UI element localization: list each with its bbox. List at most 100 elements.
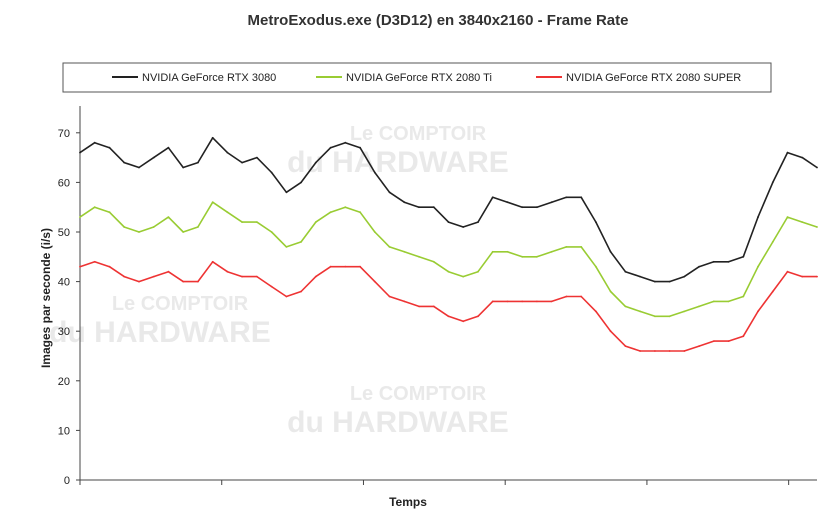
series-2-point [388,246,391,248]
series-1-point [418,206,420,209]
series-1-point [344,141,347,144]
series-3-point [712,340,715,342]
series-2-point [595,265,597,268]
series-2-point [314,221,317,224]
series-3-point [639,350,641,352]
series-1-point [668,280,671,283]
series-2-point [639,310,641,313]
series-3-point [491,300,494,303]
series-2-point [712,300,715,303]
series-3-point [506,300,509,303]
series-1-point [624,270,627,273]
series-2-point [344,206,347,209]
series-3-point [359,265,361,268]
watermark-line-1: Le COMPTOIR [350,123,487,145]
series-3-point [197,280,199,283]
series-2-point [654,315,656,318]
y-tick-label: 20 [58,376,70,388]
series-1-point [462,226,465,228]
series-1-point [712,260,715,263]
series-2-point [182,231,185,233]
series-1-point [580,196,583,199]
series-1-point [79,151,81,154]
watermark-line-2: du HARDWARE [287,406,509,439]
series-2-point [477,270,479,273]
series-3-point [595,310,597,313]
series-3-point [226,270,229,273]
legend-item: NVIDIA GeForce RTX 2080 Ti [316,72,492,84]
series-1-point [506,201,509,204]
series-2-point [226,211,229,214]
series-1-point [300,181,302,184]
series-1-point [595,221,597,224]
series-1-point [93,141,96,144]
series-2-point [123,226,126,228]
series-3-point [550,300,553,303]
series-1-point [698,265,700,268]
series-1-point [329,146,332,149]
series-3-point [167,270,170,273]
series-2-point [668,315,671,318]
series-2-point [108,211,111,214]
axes: 0 10 20 30 40 50 60 70 [58,106,817,487]
series-2-point [447,270,450,273]
series-1-point [359,146,361,149]
series-2-point [565,246,568,248]
series-2-point [757,265,759,268]
series-1-point [521,206,524,209]
series-3-point [256,275,258,278]
series-3-point [609,330,612,333]
series-1-point [138,166,140,169]
watermark-line-2: du HARDWARE [49,316,271,349]
series-2-point [727,300,730,303]
chart-title: MetroExodus.exe (D3D12) en 3840x2160 - F… [247,12,628,29]
series-2-point [580,246,583,248]
legend-box [62,62,772,93]
series-2-point [550,250,553,253]
series-3-point [742,335,745,338]
y-axis-label: Images par seconde (i/s) [39,228,53,368]
series-1-point [565,196,568,199]
series-3-point [241,275,244,278]
series-3-point [521,300,524,303]
legend-item: NVIDIA GeForce RTX 3080 [112,72,276,84]
series-2-point [609,290,612,293]
series-1-point [683,275,686,278]
series-3-point [79,265,81,268]
series-1-point [757,216,759,219]
y-tick-label: 40 [58,277,70,289]
series-1-point [182,166,185,169]
series-2-point [491,250,494,253]
series-1-point [727,260,730,263]
series-1-point [285,191,288,194]
series-3-point [536,300,538,303]
series-3-point [801,275,804,278]
series-3-point [182,280,185,283]
series-1-point [388,191,391,194]
series-2-point [418,255,420,258]
x-axis-label: Temps [389,495,427,509]
series-3-point [462,320,465,323]
series-2-point [698,305,700,308]
series-1-point [211,136,214,139]
watermark-line-1: Le COMPTOIR [350,383,487,405]
series-3-point [403,300,406,303]
series-1-point [447,221,450,224]
series-2-point [138,231,140,233]
series-2-point [403,250,406,253]
series-3-point [432,305,435,308]
series-3-point [418,305,420,308]
series-1-point [550,201,553,204]
series-3-point [654,350,656,352]
series-3-point [624,345,627,347]
watermark-line-2: du HARDWARE [287,146,509,179]
y-tick-label: 60 [58,177,70,189]
series-1-point [771,181,774,184]
series-2-point [771,241,774,243]
series-1-point [373,171,376,174]
